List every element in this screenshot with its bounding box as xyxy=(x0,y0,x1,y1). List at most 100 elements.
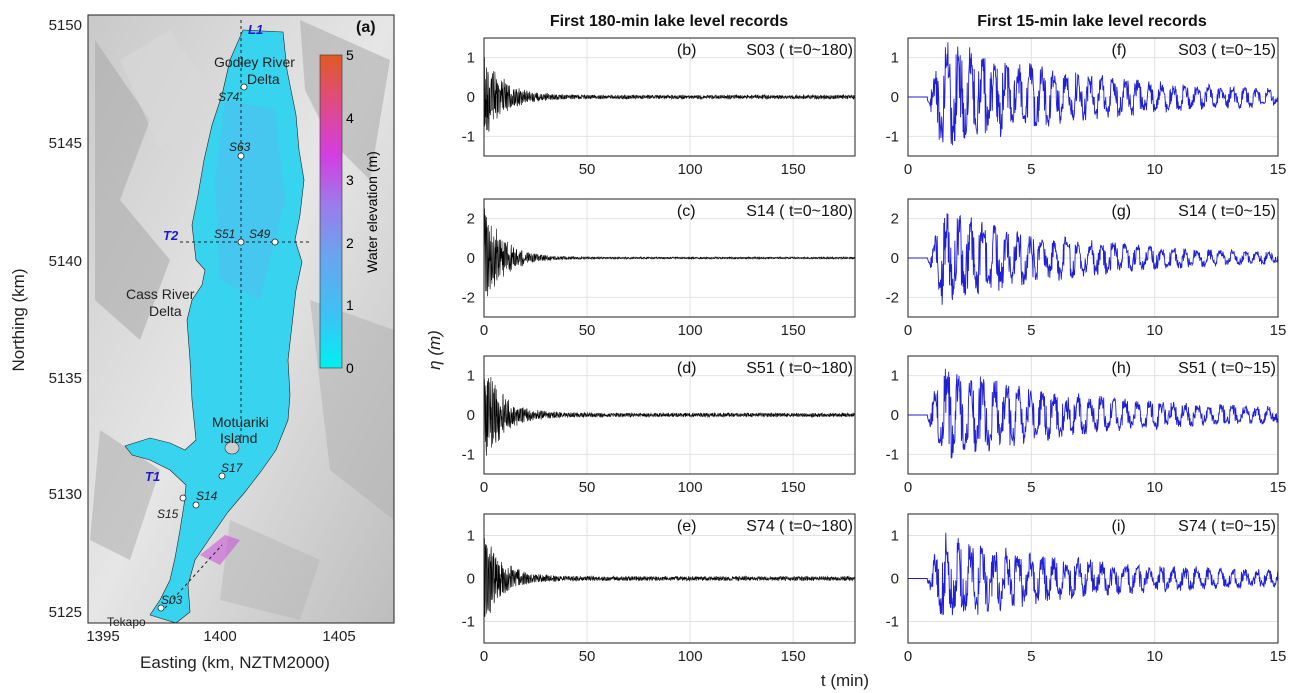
xtick-label-h: 15 xyxy=(1270,479,1287,496)
station-label-s17: S17 xyxy=(221,461,244,475)
ytick-label-b: -1 xyxy=(462,128,475,145)
station-markers xyxy=(157,83,279,612)
xtick-label-b: 50 xyxy=(579,161,596,178)
shared-ylabel: η (m) xyxy=(425,330,444,370)
ytick-label-d: -1 xyxy=(462,446,475,463)
ytick-label-h: 0 xyxy=(891,407,899,424)
series-line-h xyxy=(908,368,1279,459)
station-label-s51: S51 xyxy=(214,227,235,241)
xtick-label-g: 15 xyxy=(1270,322,1287,339)
station-marker-s49 xyxy=(271,238,279,246)
ytick-label-f: 1 xyxy=(891,50,899,67)
place-godley-line2: Delta xyxy=(247,71,280,87)
ytick-label-f: -1 xyxy=(886,128,899,145)
colorbar: 0 1 2 3 4 5 Water elevation (m) xyxy=(319,47,380,376)
station-label-s74: S74 xyxy=(218,90,240,104)
station-marker-s03 xyxy=(157,604,165,612)
plot-panel-g: 0 5 10 15 -2 0 2 (g) S14 ( t=0~15) xyxy=(886,198,1287,339)
place-cass-line2: Delta xyxy=(149,303,182,319)
lake-peak-zone xyxy=(200,535,240,565)
map-xticks: 1395 1400 1405 xyxy=(86,628,355,645)
series-label-b: S03 ( t=0~180) xyxy=(746,42,853,59)
xtick-label-f: 15 xyxy=(1270,161,1287,178)
ytick-label-d: 1 xyxy=(467,368,475,385)
place-motuariki-line1: Motuariki xyxy=(212,414,269,430)
ytick-label-e: 1 xyxy=(467,528,475,545)
xtick-label-c: 100 xyxy=(678,322,703,339)
series-label-g: S14 ( t=0~15) xyxy=(1178,203,1276,220)
xtick-label-c: 150 xyxy=(781,322,806,339)
station-label-s49: S49 xyxy=(249,227,271,241)
ytick-label-i: -1 xyxy=(886,614,899,631)
plot-panel-d: 0 50 100 150 -1 0 1 (d) S51 ( t=0~180) xyxy=(462,355,856,496)
plot-panel-c: 0 50 100 150 -2 0 2 (c) S14 ( t=0~180) xyxy=(462,198,856,339)
title-col1: First 180-min lake level records xyxy=(550,13,788,30)
ytick-label-g: 0 xyxy=(891,250,899,267)
place-godley-line1: Godley River xyxy=(214,54,295,70)
map-ytick-5125: 5125 xyxy=(49,604,82,621)
line-label-t1: T1 xyxy=(145,469,160,484)
map-yticks: 5125 5130 5135 5140 5145 5150 xyxy=(49,17,82,621)
plot-frame-e xyxy=(483,513,856,644)
ytick-label-e: 0 xyxy=(467,571,475,588)
map-xtick-1405: 1405 xyxy=(322,628,355,645)
plot-panel-e: 0 50 100 150 -1 0 1 (e) S74 ( t=0~180) xyxy=(462,513,856,665)
map-ytick-5145: 5145 xyxy=(49,135,82,152)
station-marker-s74 xyxy=(240,83,248,91)
ytick-label-f: 0 xyxy=(891,89,899,106)
station-label-s15: S15 xyxy=(157,507,179,521)
plot-frame-i xyxy=(907,513,1279,644)
map-ytick-5130: 5130 xyxy=(49,486,82,503)
plot-panel-f: 0 5 10 15 -1 0 1 (f) S03 ( t=0~15) xyxy=(886,37,1287,178)
series-line-i xyxy=(908,532,1279,616)
xtick-label-d: 0 xyxy=(480,479,488,496)
panel-label-d: (d) xyxy=(677,360,697,377)
series-line-f xyxy=(908,42,1279,146)
xtick-label-c: 50 xyxy=(579,322,596,339)
series-label-f: S03 ( t=0~15) xyxy=(1178,42,1276,59)
xtick-label-b: 150 xyxy=(781,161,806,178)
xtick-label-g: 0 xyxy=(904,322,912,339)
map-ylabel: Northing (km) xyxy=(9,269,28,372)
series-line-c xyxy=(483,208,856,297)
station-label-s03: S03 xyxy=(161,593,183,607)
panel-label-e: (e) xyxy=(677,518,697,535)
plot-frame-f xyxy=(907,37,1279,157)
motuariki-island-shape xyxy=(224,441,240,455)
ytick-label-i: 1 xyxy=(891,528,899,545)
plot-panel-b: 50 100 150 -1 0 1 (b) S03 ( t=0~180) xyxy=(462,37,856,178)
ytick-label-c: -2 xyxy=(462,289,475,306)
panel-label-i: (i) xyxy=(1112,518,1126,535)
xtick-label-e: 150 xyxy=(781,648,806,665)
xtick-label-d: 150 xyxy=(781,479,806,496)
series-label-e: S74 ( t=0~180) xyxy=(746,518,853,535)
plot-frame-b xyxy=(483,37,856,157)
xtick-label-e: 50 xyxy=(579,648,596,665)
ytick-label-h: -1 xyxy=(886,446,899,463)
xtick-label-b: 100 xyxy=(678,161,703,178)
ytick-label-c: 2 xyxy=(467,211,475,228)
station-marker-s63 xyxy=(237,152,245,160)
panel-label-g: (g) xyxy=(1112,203,1132,220)
series-label-d: S51 ( t=0~180) xyxy=(746,360,853,377)
panel-label-f: (f) xyxy=(1112,42,1127,59)
series-label-i: S74 ( t=0~15) xyxy=(1178,518,1276,535)
xtick-label-e: 100 xyxy=(678,648,703,665)
plot-panel-i: 0 5 10 15 -1 0 1 (i) S74 ( t=0~15) xyxy=(886,513,1286,665)
plot-frame-h xyxy=(907,355,1279,475)
lake-tekapo xyxy=(124,29,305,624)
series-label-c: S14 ( t=0~180) xyxy=(746,203,853,220)
series-line-d xyxy=(483,372,856,456)
ytick-label-h: 1 xyxy=(891,368,899,385)
colorbar-scale xyxy=(319,54,343,369)
shared-xlabel: t (min) xyxy=(821,671,869,690)
colorbar-tick-0: 0 xyxy=(346,360,354,376)
map-ytick-5150: 5150 xyxy=(49,17,82,34)
ytick-label-b: 1 xyxy=(467,50,475,67)
series-line-e xyxy=(483,538,856,617)
ytick-label-d: 0 xyxy=(467,407,475,424)
series-line-b xyxy=(483,57,856,137)
map-ytick-5135: 5135 xyxy=(49,370,82,387)
panel-label-c: (c) xyxy=(677,203,696,220)
